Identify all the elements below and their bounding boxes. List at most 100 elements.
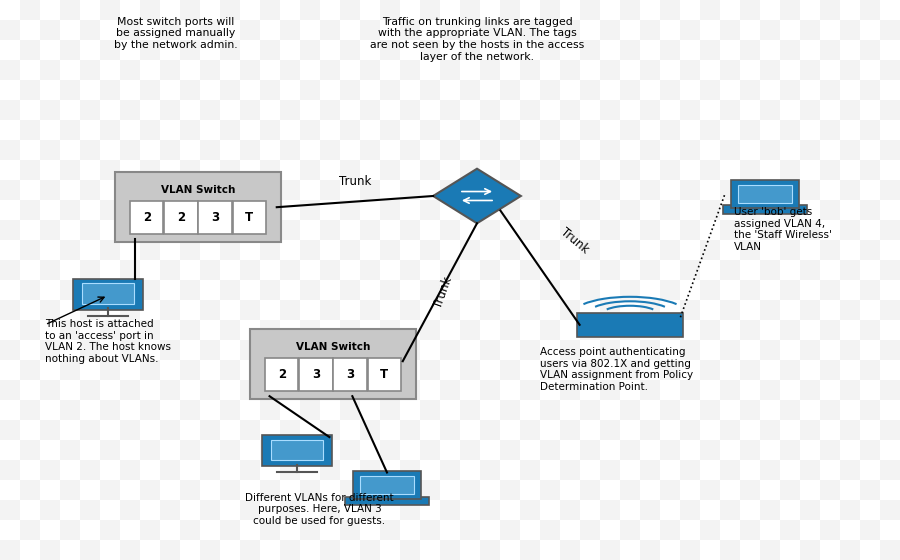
- Bar: [220, 120, 240, 140]
- Bar: [740, 280, 760, 300]
- Bar: [760, 100, 780, 120]
- Bar: [720, 220, 740, 240]
- Bar: [620, 280, 640, 300]
- Text: 2: 2: [176, 211, 185, 224]
- Bar: [0, 380, 20, 400]
- Bar: [380, 400, 400, 420]
- Bar: [720, 60, 740, 80]
- Bar: [100, 320, 120, 340]
- Bar: [840, 420, 860, 440]
- Bar: [320, 100, 340, 120]
- Text: VLAN Switch: VLAN Switch: [161, 185, 235, 195]
- Bar: [880, 220, 900, 240]
- Text: Trunk: Trunk: [558, 226, 591, 256]
- Bar: [400, 220, 420, 240]
- Bar: [360, 380, 380, 400]
- Bar: [140, 480, 160, 500]
- Bar: [840, 20, 860, 40]
- Bar: [280, 300, 300, 320]
- Bar: [740, 120, 760, 140]
- Bar: [640, 180, 660, 200]
- Bar: [220, 200, 240, 220]
- Bar: [340, 320, 360, 340]
- Bar: [100, 160, 120, 180]
- Bar: [280, 20, 300, 40]
- Bar: [840, 500, 860, 520]
- Bar: [160, 500, 180, 520]
- Bar: [600, 140, 620, 160]
- Bar: [880, 20, 900, 40]
- Bar: [200, 140, 220, 160]
- Bar: [760, 420, 780, 440]
- Bar: [780, 280, 800, 300]
- FancyBboxPatch shape: [723, 206, 807, 214]
- Bar: [60, 200, 80, 220]
- Bar: [640, 20, 660, 40]
- Bar: [280, 420, 300, 440]
- Bar: [560, 180, 580, 200]
- Bar: [0, 180, 20, 200]
- Bar: [860, 240, 880, 260]
- Bar: [800, 300, 820, 320]
- Bar: [0, 100, 20, 120]
- Bar: [380, 200, 400, 220]
- Bar: [580, 360, 600, 380]
- Bar: [760, 540, 780, 560]
- Bar: [760, 60, 780, 80]
- Bar: [480, 180, 500, 200]
- Bar: [500, 200, 520, 220]
- Bar: [820, 120, 840, 140]
- Bar: [220, 80, 240, 100]
- Bar: [300, 360, 320, 380]
- Text: User 'bob' gets
assigned VLAN 4,
the 'Staff Wireless'
VLAN: User 'bob' gets assigned VLAN 4, the 'St…: [734, 207, 832, 252]
- Bar: [420, 120, 440, 140]
- Bar: [300, 440, 320, 460]
- Bar: [100, 0, 120, 20]
- Bar: [860, 120, 880, 140]
- Bar: [740, 160, 760, 180]
- Bar: [140, 160, 160, 180]
- Bar: [440, 540, 460, 560]
- Bar: [600, 100, 620, 120]
- Bar: [240, 20, 260, 40]
- Bar: [120, 500, 140, 520]
- Text: Trunk: Trunk: [338, 175, 371, 188]
- Bar: [200, 100, 220, 120]
- Bar: [420, 280, 440, 300]
- Bar: [20, 360, 40, 380]
- Bar: [700, 520, 720, 540]
- Text: 2: 2: [277, 367, 286, 381]
- Bar: [680, 420, 700, 440]
- Bar: [780, 200, 800, 220]
- Bar: [120, 140, 140, 160]
- Bar: [140, 400, 160, 420]
- Bar: [820, 320, 840, 340]
- Bar: [540, 440, 560, 460]
- Bar: [740, 360, 760, 380]
- Bar: [40, 380, 60, 400]
- Bar: [760, 180, 780, 200]
- Bar: [360, 300, 380, 320]
- Bar: [320, 460, 340, 480]
- Bar: [340, 440, 360, 460]
- Bar: [540, 40, 560, 60]
- Bar: [820, 80, 840, 100]
- Bar: [240, 180, 260, 200]
- Bar: [480, 460, 500, 480]
- Bar: [0, 60, 20, 80]
- Bar: [280, 180, 300, 200]
- Bar: [280, 100, 300, 120]
- Bar: [100, 120, 120, 140]
- Bar: [720, 180, 740, 200]
- Bar: [480, 300, 500, 320]
- Bar: [180, 0, 200, 20]
- Bar: [740, 480, 760, 500]
- Bar: [40, 420, 60, 440]
- Bar: [220, 0, 240, 20]
- Bar: [280, 540, 300, 560]
- Bar: [500, 240, 520, 260]
- Bar: [260, 280, 280, 300]
- Bar: [600, 380, 620, 400]
- Bar: [880, 540, 900, 560]
- Bar: [40, 460, 60, 480]
